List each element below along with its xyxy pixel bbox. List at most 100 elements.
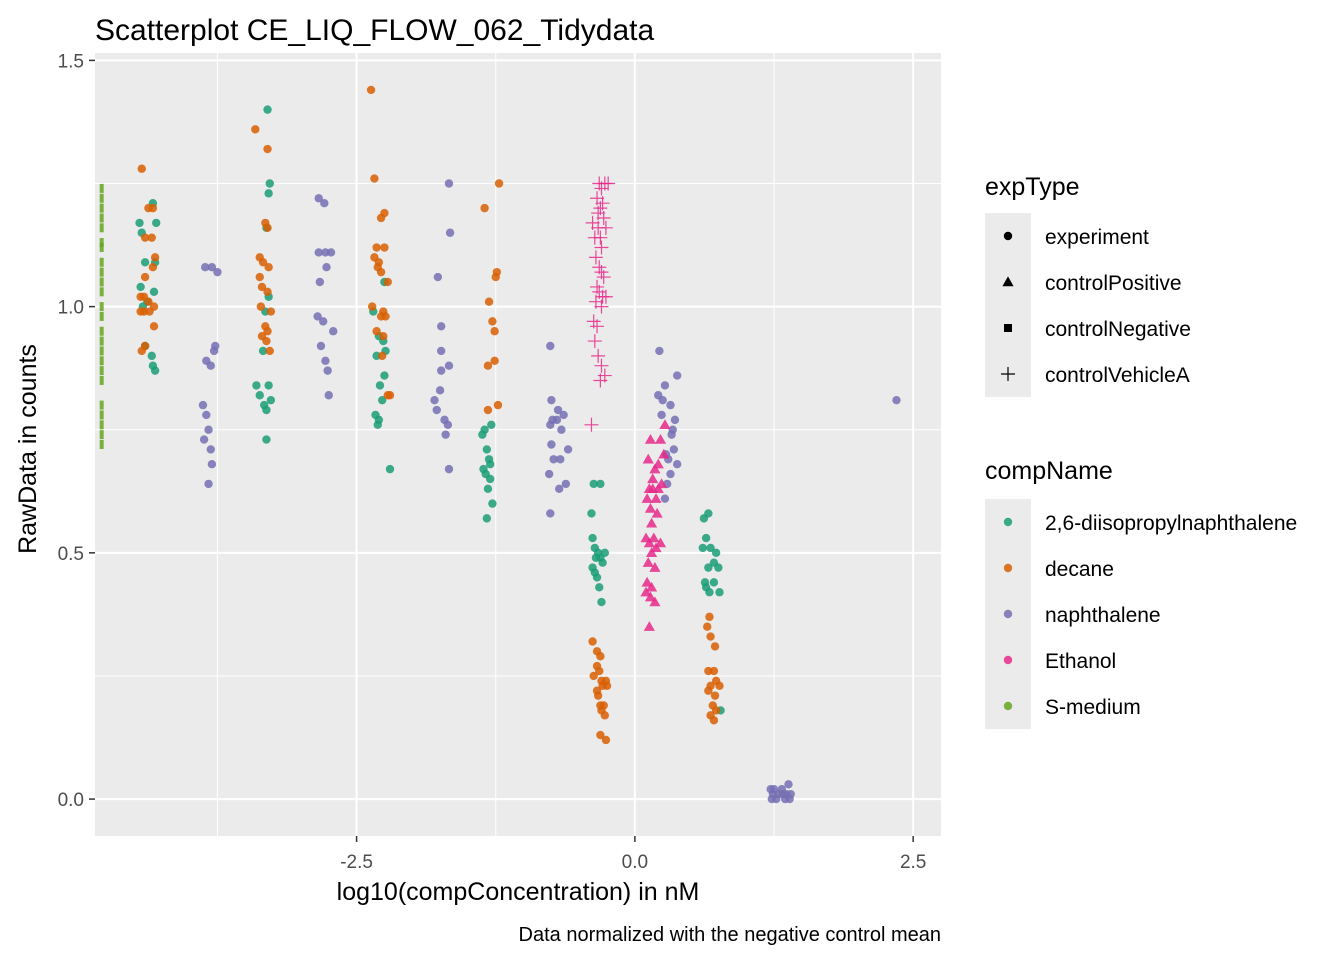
legend-color-key — [1003, 517, 1013, 527]
point-ethanol-controlpositive — [654, 433, 667, 444]
point-ethanol-controlpositive — [643, 537, 655, 548]
point-2-6-diisopropylnaphthalene-experiment — [135, 218, 144, 228]
point-ethanol-controlvehiclea — [588, 250, 603, 265]
x-tick-label: -2.5 — [340, 852, 373, 873]
legend-compname-label: 2,6-diisopropylnaphthalene — [1045, 512, 1297, 535]
point-s-medium-controlnegative — [99, 223, 104, 233]
point-decane-experiment — [480, 203, 489, 213]
point-decane-experiment — [263, 287, 272, 297]
point-naphthalene-experiment — [436, 366, 446, 375]
x-axis-label: log10(compConcentration) in nM — [337, 878, 700, 906]
point-decane-experiment — [263, 144, 272, 154]
point-decane-experiment — [483, 361, 493, 370]
point-s-medium-controlnegative — [99, 326, 104, 336]
point-decane-experiment — [263, 223, 272, 233]
legend-compname-label: Ethanol — [1045, 650, 1116, 673]
y-tick-label: 1.5 — [58, 51, 84, 72]
point-2-6-diisopropylnaphthalene-experiment — [264, 381, 273, 390]
point-2-6-diisopropylnaphthalene-experiment — [380, 371, 389, 380]
point-naphthalene-experiment — [549, 455, 558, 464]
point-naphthalene-experiment — [207, 459, 217, 469]
point-ethanol-controlpositive — [640, 586, 652, 597]
point-2-6-diisopropylnaphthalene-experiment — [265, 179, 274, 188]
point-naphthalene-experiment — [444, 361, 454, 370]
point-s-medium-controlnegative — [99, 346, 104, 356]
point-ethanol-controlpositive — [645, 517, 658, 528]
point-decane-experiment — [595, 666, 604, 676]
point-naphthalene-experiment — [546, 420, 555, 430]
point-ethanol-controlpositive — [649, 463, 661, 474]
point-ethanol-controlpositive — [655, 478, 668, 489]
point-decane-experiment — [589, 671, 598, 681]
point-naphthalene-experiment — [672, 371, 682, 380]
y-axis: 0.0 0.5 1.0 1.5 — [58, 51, 95, 811]
point-ethanol-controlpositive — [641, 493, 653, 503]
point-2-6-diisopropylnaphthalene-experiment — [150, 366, 160, 375]
point-ethanol-controlpositive — [643, 621, 655, 631]
point-decane-experiment — [484, 297, 494, 306]
y-tick-label: 0.0 — [58, 790, 84, 811]
point-2-6-diisopropylnaphthalene-experiment — [482, 514, 492, 523]
point-2-6-diisopropylnaphthalene-experiment — [698, 543, 707, 553]
point-naphthalene-experiment — [666, 469, 675, 479]
point-naphthalene-experiment — [672, 459, 682, 469]
point-naphthalene-experiment — [321, 356, 330, 365]
chart-title: Scatterplot CE_LIQ_FLOW_062_Tidydata — [95, 14, 654, 47]
point-2-6-diisopropylnaphthalene-experiment — [600, 548, 610, 558]
point-ethanol-controlvehiclea — [587, 334, 602, 349]
point-decane-experiment — [148, 203, 158, 213]
point-2-6-diisopropylnaphthalene-experiment — [587, 509, 596, 518]
point-s-medium-controlnegative — [99, 257, 104, 267]
point-ethanol-controlpositive — [645, 581, 658, 592]
point-decane-experiment — [705, 612, 714, 622]
point-s-medium-controlnegative — [99, 267, 104, 277]
point-naphthalene-experiment — [324, 391, 333, 400]
point-naphthalene-experiment — [206, 445, 215, 454]
legend-compname-label: naphthalene — [1045, 604, 1161, 627]
point-naphthalene-experiment — [322, 263, 331, 272]
point-naphthalene-experiment — [318, 317, 328, 326]
point-ethanol-controlpositive — [659, 419, 671, 430]
point-2-6-diisopropylnaphthalene-experiment — [597, 597, 606, 607]
point-2-6-diisopropylnaphthalene-experiment — [589, 479, 598, 489]
point-decane-experiment — [709, 716, 719, 725]
point-2-6-diisopropylnaphthalene-experiment — [711, 548, 721, 558]
y-tick-label: 0.5 — [58, 544, 84, 565]
legend-exptype: expType experiment controlPositive control… — [985, 173, 1191, 397]
point-naphthalene-experiment — [444, 179, 454, 188]
point-decane-experiment — [385, 391, 395, 400]
point-naphthalene-experiment — [436, 346, 446, 356]
point-decane-experiment — [493, 400, 503, 410]
point-decane-experiment — [370, 174, 379, 183]
point-decane-experiment — [490, 356, 499, 365]
point-decane-experiment — [266, 307, 276, 316]
point-decane-experiment — [380, 243, 389, 252]
point-s-medium-controlnegative — [99, 410, 104, 420]
point-s-medium-controlnegative — [99, 375, 104, 385]
point-decane-experiment — [596, 652, 605, 661]
point-naphthalene-experiment — [444, 464, 454, 474]
point-decane-experiment — [383, 277, 392, 287]
point-2-6-diisopropylnaphthalene-experiment — [252, 381, 261, 390]
point-decane-experiment — [600, 711, 610, 720]
point-decane-experiment — [264, 263, 273, 272]
point-2-6-diisopropylnaphthalene-experiment — [704, 509, 713, 518]
point-naphthalene-experiment — [445, 228, 455, 237]
point-decane-experiment — [710, 691, 720, 700]
point-naphthalene-experiment — [667, 430, 676, 439]
point-2-6-diisopropylnaphthalene-experiment — [706, 543, 715, 553]
point-2-6-diisopropylnaphthalene-experiment — [266, 395, 276, 405]
x-tick-label: 0.0 — [622, 852, 648, 873]
point-naphthalene-experiment — [314, 248, 323, 257]
point-2-6-diisopropylnaphthalene-experiment — [487, 420, 496, 430]
point-naphthalene-experiment — [207, 263, 217, 272]
point-naphthalene-experiment — [329, 327, 338, 336]
point-naphthalene-experiment — [198, 400, 208, 410]
point-ethanol-controlvehiclea — [587, 230, 602, 245]
point-decane-experiment — [255, 272, 264, 282]
point-decane-experiment — [147, 233, 156, 242]
point-decane-experiment — [367, 302, 377, 311]
point-naphthalene-experiment — [201, 263, 210, 272]
point-s-medium-controlnegative — [99, 213, 104, 223]
point-s-medium-controlnegative — [99, 203, 104, 213]
